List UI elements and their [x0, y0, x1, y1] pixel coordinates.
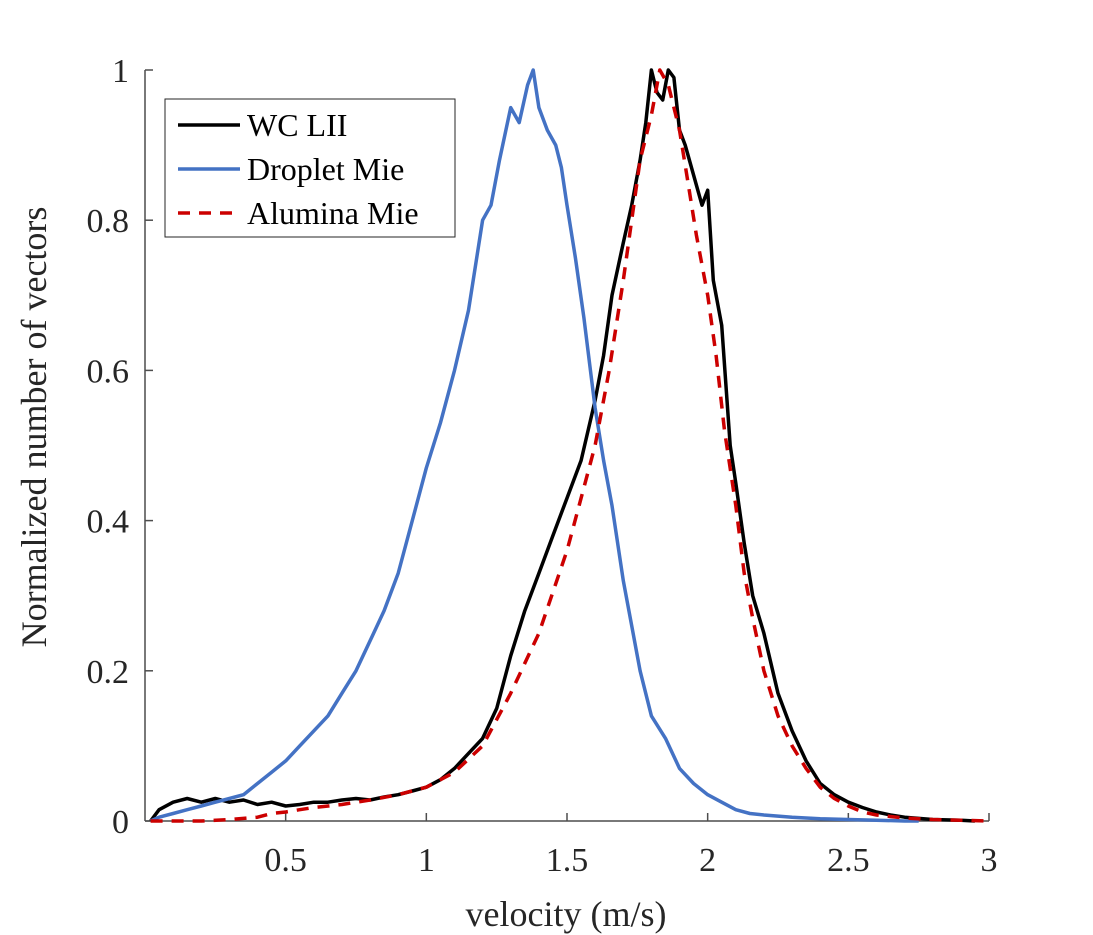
- axes: 0 0.2 0.4 0.6 0.8 1 0.5 1 1.5 2 2.5 3: [87, 53, 998, 879]
- series-line-droplet-mie: [149, 68, 919, 823]
- series-line-alumina-mie: [150, 68, 990, 823]
- series-layer: [149, 68, 990, 823]
- x-tick-label: 1: [418, 842, 435, 879]
- y-tick-label: 0.8: [87, 203, 130, 240]
- y-tick-label: 0.4: [87, 504, 130, 541]
- x-axis-label: velocity (m/s): [466, 894, 667, 934]
- x-tick-label: 1.5: [546, 842, 589, 879]
- legend-label-alumina-mie: Alumina Mie: [247, 195, 419, 231]
- y-tick-label: 0.6: [87, 353, 130, 390]
- series-line-wc-lii: [149, 68, 975, 823]
- x-tick-label: 2.5: [827, 842, 870, 879]
- legend: WC LII Droplet Mie Alumina Mie: [164, 98, 456, 238]
- x-tick-label: 0.5: [264, 842, 307, 879]
- y-tick-label: 1: [112, 53, 129, 90]
- y-tick-label: 0: [112, 804, 129, 841]
- x-tick-label: 3: [981, 842, 998, 879]
- y-tick-label: 0.2: [87, 654, 130, 691]
- legend-label-wc-lii: WC LII: [247, 107, 347, 143]
- legend-label-droplet-mie: Droplet Mie: [247, 151, 404, 187]
- y-axis-label: Normalized number of vectors: [14, 207, 54, 648]
- x-tick-label: 2: [699, 842, 716, 879]
